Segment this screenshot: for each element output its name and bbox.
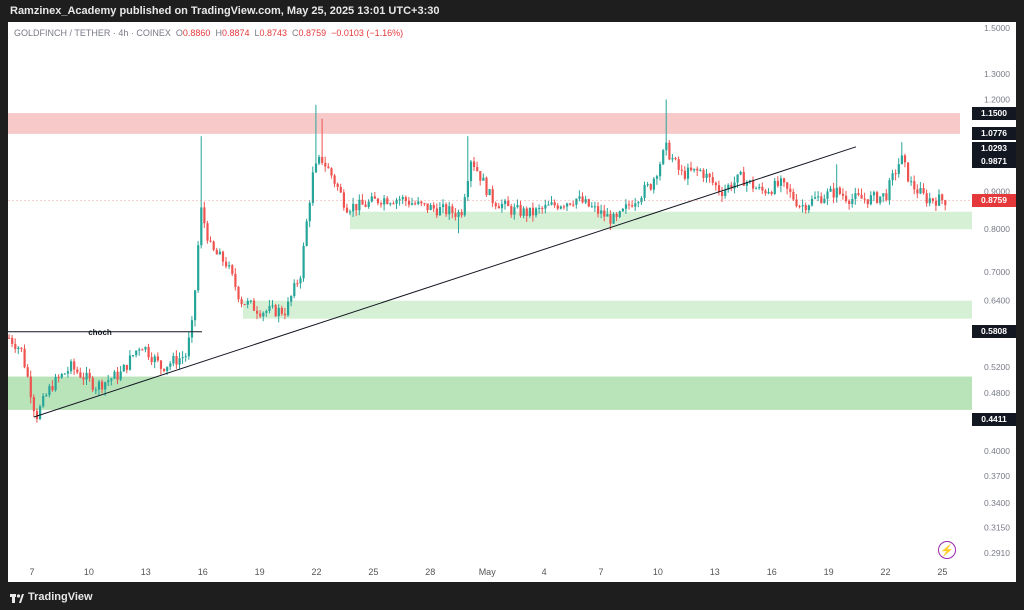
tradingview-logo-icon	[10, 594, 24, 603]
price-marker-label: 1.0776	[972, 127, 1016, 141]
current-price-label: 0.8759	[972, 193, 1016, 207]
chart-frame[interactable]	[8, 22, 1016, 582]
high-value: 0.8874	[221, 28, 250, 38]
close-value: 0.8759	[298, 28, 327, 38]
price-marker-label: 1.1500	[972, 106, 1016, 120]
symbol-name: GOLDFINCH / TETHER · 4h · COINEX	[14, 28, 171, 38]
price-marker-label: 1.0293	[972, 142, 1016, 156]
low-label: L	[254, 28, 260, 38]
footer-bar: TradingView	[0, 586, 1024, 610]
publish-header: Ramzinex_Academy published on TradingVie…	[0, 0, 1024, 22]
publisher-text: Ramzinex_Academy published on TradingVie…	[10, 5, 440, 17]
open-value: 0.8860	[182, 28, 211, 38]
open-label: O	[175, 28, 183, 38]
close-label: C	[292, 28, 299, 38]
price-marker-label: 0.9871	[972, 155, 1016, 169]
footer-brand: TradingView	[28, 591, 93, 603]
price-marker-label: 0.4411	[972, 413, 1016, 427]
symbol-legend: GOLDFINCH / TETHER · 4h · COINEX O0.8860…	[14, 28, 403, 38]
price-marker-label: 0.5808	[972, 325, 1016, 339]
high-label: H	[215, 28, 222, 38]
change-value: −0.0103 (−1.16%)	[331, 28, 404, 38]
low-value: 0.8743	[259, 28, 288, 38]
lightning-icon[interactable]: ⚡	[938, 541, 956, 559]
